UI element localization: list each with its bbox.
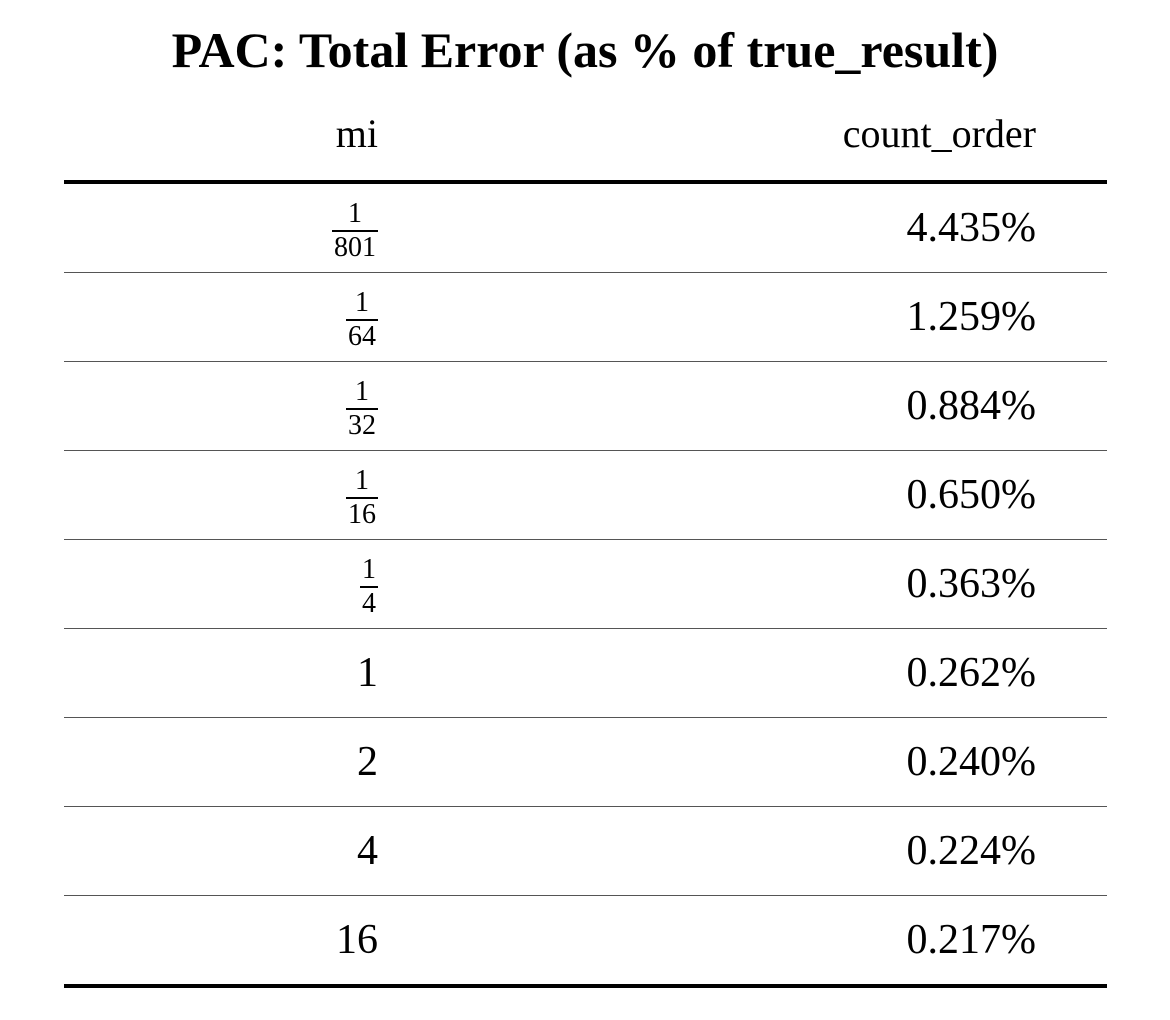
table-row: 1 64 1.259% bbox=[64, 273, 1107, 362]
fraction-denominator: 64 bbox=[346, 319, 378, 352]
mi-fraction: 1 64 bbox=[346, 289, 378, 351]
results-table: mi count_order 1 801 4.435% 1 64 1.259% 1 32 0.8… bbox=[64, 100, 1107, 988]
column-header-count-order: count_order bbox=[842, 111, 1036, 156]
table-row: 1 801 4.435% bbox=[64, 184, 1107, 273]
fraction-denominator: 801 bbox=[332, 230, 378, 263]
column-header-mi: mi bbox=[335, 111, 378, 156]
count-order-value: 0.884% bbox=[906, 383, 1037, 429]
fraction-denominator: 4 bbox=[360, 586, 378, 619]
mi-value: 4 bbox=[357, 828, 378, 874]
table-header: mi count_order bbox=[64, 100, 1107, 184]
count-order-value: 0.363% bbox=[906, 561, 1037, 607]
table-row: 1 16 0.650% bbox=[64, 451, 1107, 540]
count-order-value: 0.224% bbox=[906, 828, 1037, 874]
table-row: 1 32 0.884% bbox=[64, 362, 1107, 451]
table-title: PAC: Total Error (as % of true_result) bbox=[171, 22, 999, 78]
fraction-denominator: 32 bbox=[346, 408, 378, 441]
count-order-value: 0.262% bbox=[906, 650, 1037, 696]
count-order-value: 0.217% bbox=[906, 917, 1037, 963]
fraction-numerator: 1 bbox=[348, 198, 362, 229]
table-row: 1 0.262% bbox=[64, 629, 1107, 718]
table-body: 1 801 4.435% 1 64 1.259% 1 32 0.884% 1 16 0.650% 1 4 0… bbox=[64, 184, 1107, 988]
count-order-value: 4.435% bbox=[906, 205, 1037, 251]
fraction-denominator: 16 bbox=[346, 497, 378, 530]
table-row: 16 0.217% bbox=[64, 896, 1107, 988]
count-order-value: 1.259% bbox=[906, 294, 1037, 340]
count-order-value: 0.650% bbox=[906, 472, 1037, 518]
fraction-numerator: 1 bbox=[355, 465, 369, 496]
mi-value: 1 bbox=[357, 650, 378, 696]
mi-value: 16 bbox=[336, 917, 378, 963]
table-row: 4 0.224% bbox=[64, 807, 1107, 896]
table-row: 2 0.240% bbox=[64, 718, 1107, 807]
mi-fraction: 1 801 bbox=[332, 200, 378, 262]
mi-fraction: 1 16 bbox=[346, 467, 378, 529]
fraction-numerator: 1 bbox=[355, 287, 369, 318]
table-row: 1 4 0.363% bbox=[64, 540, 1107, 629]
fraction-numerator: 1 bbox=[355, 376, 369, 407]
fraction-numerator: 1 bbox=[362, 554, 376, 585]
mi-fraction: 1 32 bbox=[346, 378, 378, 440]
count-order-value: 0.240% bbox=[906, 739, 1037, 785]
mi-value: 2 bbox=[357, 739, 378, 785]
